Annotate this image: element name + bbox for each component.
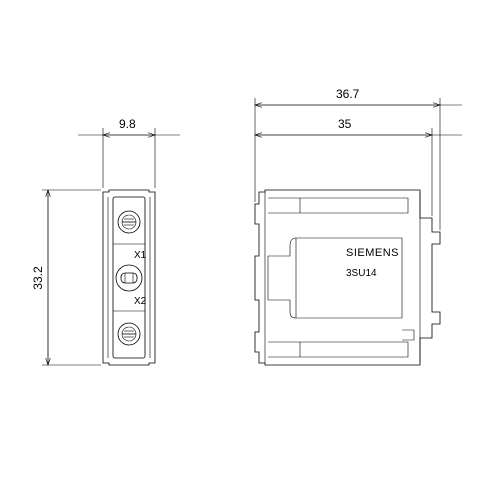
terminal-label-x2: X2 — [134, 296, 147, 307]
dim-front-width-value: 9.8 — [119, 117, 136, 131]
dim-front-width: 9.8 — [78, 117, 180, 188]
screw-terminal-bottom — [118, 323, 140, 345]
front-view: X1 X2 — [103, 190, 155, 365]
part-number: 3SU14 — [346, 268, 377, 279]
terminal-label-x1: X1 — [134, 250, 147, 261]
screw-terminal-top — [118, 211, 140, 233]
dim-height-value: 33.2 — [31, 266, 45, 290]
side-view: SIEMENS 3SU14 — [255, 190, 440, 365]
middle-connector — [116, 265, 142, 291]
dim-depth-body-value: 35 — [338, 117, 352, 131]
technical-drawing: X1 X2 9.8 33.2 — [0, 0, 500, 500]
dim-depth-body: 35 — [255, 117, 462, 216]
brand-label: SIEMENS — [346, 247, 399, 259]
dim-height: 33.2 — [31, 190, 101, 365]
dim-depth-outer: 36.7 — [255, 87, 462, 230]
dim-depth-outer-value: 36.7 — [336, 87, 360, 101]
